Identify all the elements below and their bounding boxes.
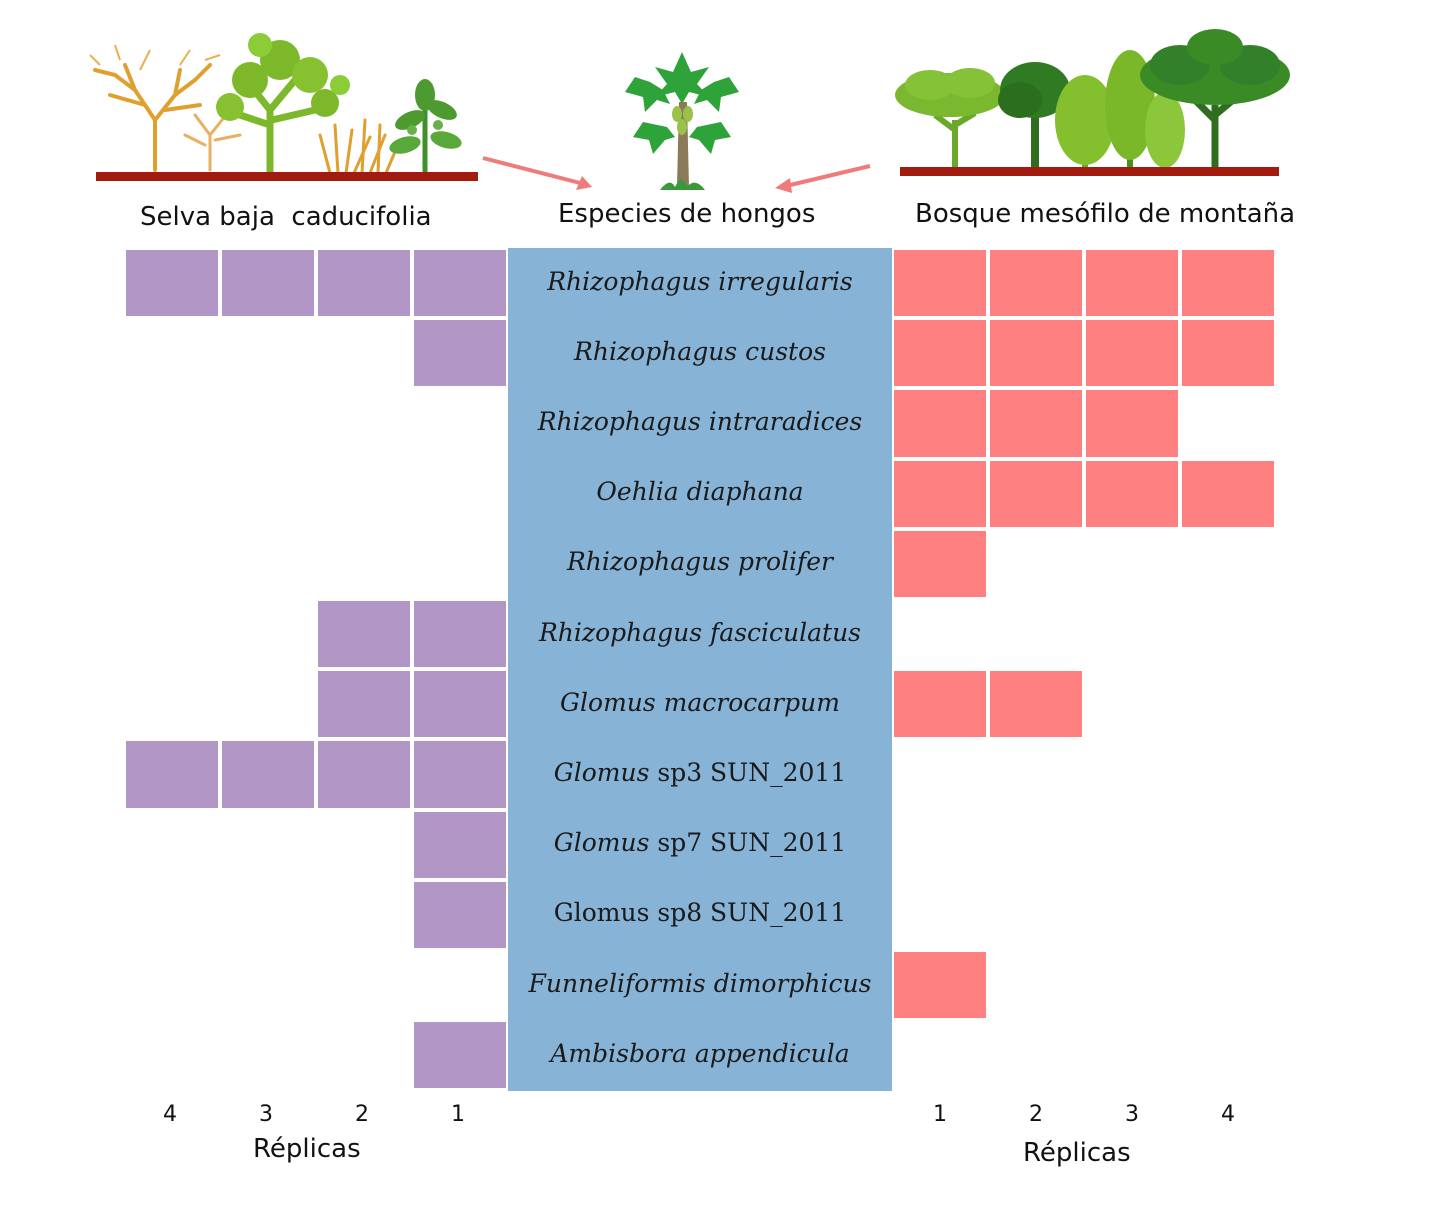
right-presence-cell [988,458,1084,529]
species-genus: Rhizophagus [537,406,701,436]
right-presence-cell [892,248,988,319]
ground-bar-left [96,172,478,181]
species-name: Glomus sp3 SUN_2011 [508,737,892,807]
species-genus: Funneliformis [528,968,706,998]
right-presence-cell [1180,318,1276,389]
right-presence-cell [892,528,988,599]
left-tick-label: 2 [355,1102,369,1127]
left-presence-cell [316,248,412,319]
species-genus: Rhizophagus [547,266,711,296]
species-name: Ambisbora appendicula [508,1018,892,1088]
right-presence-cell [1084,388,1180,459]
species-epithet: sp8 SUN_2011 [657,898,847,928]
left-presence-cell [124,739,220,810]
species-epithet: dimorphicus [713,968,872,998]
species-epithet: appendicula [694,1038,850,1068]
species-genus: Glomus [553,828,650,858]
left-presence-cell [412,318,508,389]
species-epithet: macrocarpum [663,687,840,717]
right-presence-cell [988,388,1084,459]
species-name: Funneliformis dimorphicus [508,948,892,1018]
species-epithet: intraradices [708,406,863,436]
species-name: Oehlia diaphana [508,457,892,527]
right-tick-label: 2 [1029,1102,1043,1127]
arrow-left-icon [775,164,871,193]
left-presence-cell [412,599,508,670]
left-axis-title: Réplicas [253,1134,361,1164]
species-genus: Glomus [560,687,656,717]
left-presence-cell [220,248,316,319]
species-name: Rhizophagus intraradices [508,386,892,456]
species-genus: Glomus [553,898,650,928]
right-presence-cell [892,950,988,1021]
right-presence-cell [988,318,1084,389]
right-presence-cell [892,388,988,459]
right-presence-cell [1180,458,1276,529]
header-left: Selva baja caducifolia [140,202,432,232]
right-presence-cell [892,458,988,529]
species-epithet: sp3 SUN_2011 [657,757,847,787]
species-genus: Rhizophagus [574,336,738,366]
species-panel [508,248,892,1091]
right-presence-cell [892,669,988,740]
species-epithet: sp7 SUN_2011 [657,828,847,858]
right-presence-cell [1084,318,1180,389]
species-name: Rhizophagus irregularis [508,246,892,316]
header-right: Bosque mesófilo de montaña [915,199,1296,229]
left-presence-cell [412,669,508,740]
left-presence-cell [412,739,508,810]
left-presence-cell [220,739,316,810]
species-epithet: diaphana [686,477,804,507]
species-genus: Glomus [553,757,650,787]
species-epithet: custos [745,336,826,366]
species-epithet: prolifer [738,547,834,577]
species-genus: Oehlia [596,477,679,507]
left-presence-cell [412,1020,508,1091]
papaya-plant-icon [625,52,739,190]
right-tick-label: 4 [1221,1102,1235,1127]
right-presence-cell [988,669,1084,740]
left-presence-cell [316,739,412,810]
left-presence-cell [412,809,508,880]
montane-forest-trees-icon [895,29,1290,176]
species-name: Rhizophagus fasciculatus [508,597,892,667]
right-tick-label: 1 [933,1102,947,1127]
left-tick-label: 1 [451,1102,465,1127]
right-presence-cell [1084,458,1180,529]
right-tick-label: 3 [1125,1102,1139,1127]
species-name: Glomus sp8 SUN_2011 [508,878,892,948]
right-axis-title: Réplicas [1023,1138,1131,1168]
arrow-right-icon [482,156,592,190]
species-name: Glomus macrocarpum [508,667,892,737]
left-presence-cell [412,248,508,319]
species-name: Rhizophagus custos [508,316,892,386]
left-tick-label: 3 [259,1102,273,1127]
species-genus: Rhizophagus [566,547,731,577]
ground-bar-right [900,167,1279,176]
right-presence-cell [988,248,1084,319]
right-presence-cell [892,318,988,389]
left-presence-cell [412,879,508,950]
species-genus: Rhizophagus [538,617,703,647]
header-center: Especies de hongos [558,199,816,229]
dry-forest-trees-icon [89,33,478,181]
species-name: Glomus sp7 SUN_2011 [508,808,892,878]
left-presence-cell [316,599,412,670]
left-presence-cell [124,248,220,319]
right-presence-cell [1180,248,1276,319]
left-tick-label: 4 [163,1102,177,1127]
right-presence-cell [1084,248,1180,319]
species-name: Rhizophagus prolifer [508,527,892,597]
species-epithet: fasciculatus [710,617,861,647]
left-presence-cell [316,669,412,740]
species-epithet: irregularis [718,266,853,296]
species-genus: Ambisbora [550,1038,687,1068]
